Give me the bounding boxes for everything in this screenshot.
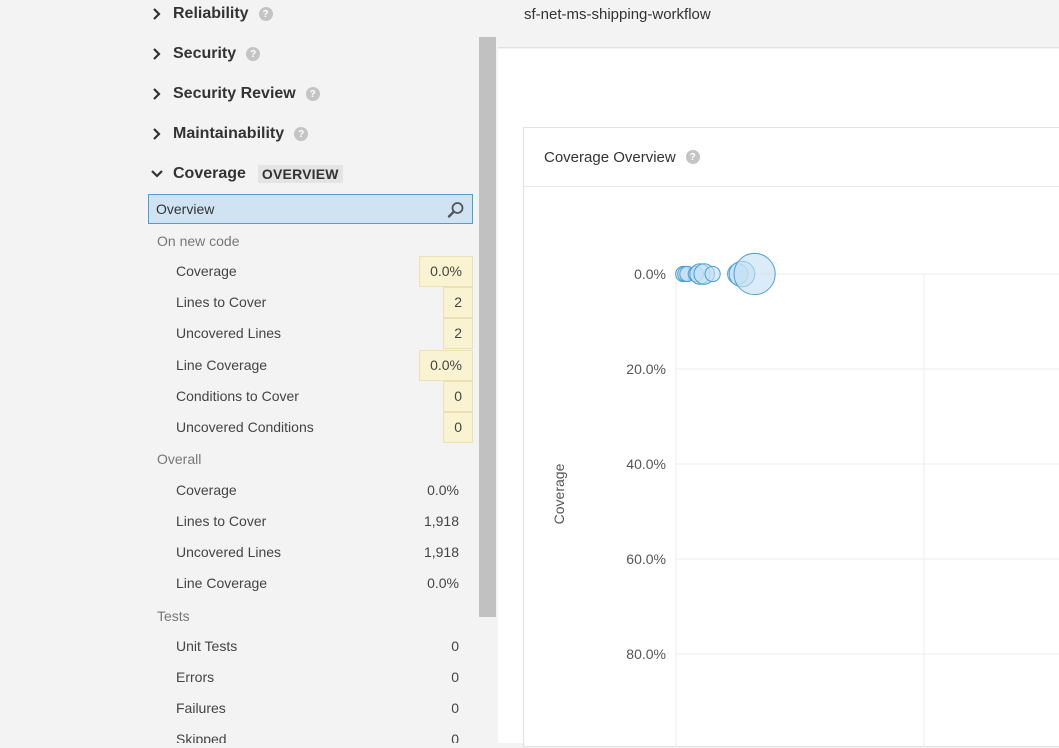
domain-maintainability[interactable]: Maintainability ?	[150, 124, 309, 144]
metric-row-unit-tests[interactable]: Unit Tests 0	[148, 631, 473, 662]
overview-item-selected[interactable]: Overview	[148, 194, 473, 224]
metric-row-new-line-coverage[interactable]: Line Coverage 0.0%	[148, 350, 473, 381]
measures-sidebar: Reliability ? Security ? Security Review…	[0, 0, 498, 743]
metric-value: 0	[451, 700, 459, 716]
bubble-chart: 0.0% 20.0% 40.0% 60.0% 80.0% Coverage	[551, 252, 1059, 748]
y-tick-label: 80.0%	[626, 646, 666, 662]
y-axis-label: Coverage	[551, 463, 567, 524]
main-content: Coverage Overview ? 0.0% 20.0% 40.0% 60.0% 8…	[498, 49, 1059, 748]
sidebar-scrollbar-thumb[interactable]	[479, 37, 496, 617]
help-circle-icon[interactable]: ?	[258, 7, 273, 21]
chevron-right-icon	[153, 48, 161, 60]
metric-row-new-uncovered-conditions[interactable]: Uncovered Conditions 0	[148, 412, 473, 443]
metric-value: 1,918	[423, 544, 459, 560]
metric-label: Lines to Cover	[176, 294, 267, 310]
metric-label: Uncovered Lines	[176, 325, 282, 341]
chevron-right-icon	[153, 8, 161, 20]
metric-label: Uncovered Conditions	[176, 419, 314, 435]
metric-row-new-uncovered-lines[interactable]: Uncovered Lines 2	[148, 318, 473, 349]
metric-value: 0	[443, 412, 473, 443]
overview-badge: OVERVIEW	[257, 165, 343, 183]
help-circle-icon[interactable]: ?	[294, 127, 309, 141]
help-circle-icon[interactable]: ?	[305, 87, 320, 101]
metric-value: 2	[443, 318, 473, 349]
help-circle-icon[interactable]: ?	[685, 150, 700, 164]
y-tick-label: 40.0%	[626, 456, 666, 472]
bubble-point[interactable]	[733, 252, 776, 296]
domain-reliability[interactable]: Reliability ?	[150, 4, 273, 24]
metric-value: 0	[443, 381, 473, 412]
group-label-overall: Overall	[157, 451, 202, 467]
metric-row-errors[interactable]: Errors 0	[148, 662, 473, 693]
metric-row-new-coverage[interactable]: Coverage 0.0%	[148, 256, 473, 287]
metric-row-skipped[interactable]: Skipped 0	[148, 724, 473, 743]
coverage-overview-panel: Coverage Overview ? 0.0% 20.0% 40.0% 60.0% 8…	[523, 127, 1059, 748]
metric-label: Failures	[176, 700, 226, 716]
metric-row-line-coverage[interactable]: Line Coverage 0.0%	[148, 568, 473, 599]
bubble-point[interactable]	[704, 265, 721, 283]
metric-value: 2	[443, 287, 473, 318]
y-tick-label: 60.0%	[626, 551, 666, 567]
metric-value: 1,918	[423, 513, 459, 529]
metric-value: 0.0%	[427, 482, 459, 498]
y-tick-label: 0.0%	[634, 266, 666, 282]
metric-row-coverage[interactable]: Coverage 0.0%	[148, 475, 473, 506]
metric-label: Skipped	[176, 731, 227, 743]
domain-security[interactable]: Security ?	[150, 44, 261, 64]
chevron-down-icon	[151, 170, 163, 178]
metric-label: Line Coverage	[176, 357, 268, 373]
domain-label: Security	[173, 45, 237, 62]
project-name[interactable]: sf-net-ms-shipping-workflow	[524, 6, 711, 23]
domain-label: Maintainability	[173, 125, 285, 142]
metric-value: 0	[451, 638, 459, 654]
metric-row-lines-to-cover[interactable]: Lines to Cover 1,918	[148, 506, 473, 537]
metric-label: Unit Tests	[176, 638, 238, 654]
metric-value: 0	[451, 669, 459, 685]
metric-label: Coverage	[176, 482, 237, 498]
search-icon	[447, 202, 464, 218]
metric-label: Coverage	[176, 263, 237, 279]
overview-label: Overview	[156, 201, 215, 217]
chevron-right-icon	[153, 128, 161, 140]
domain-label: Coverage	[173, 165, 246, 182]
metric-label: Line Coverage	[176, 575, 268, 591]
metric-value: 0.0%	[419, 256, 473, 287]
panel-title: Coverage Overview	[544, 148, 676, 166]
panel-header: Coverage Overview ?	[524, 128, 1059, 187]
y-tick-label: 20.0%	[626, 361, 666, 377]
metric-row-new-conditions-to-cover[interactable]: Conditions to Cover 0	[148, 381, 473, 412]
domain-coverage[interactable]: Coverage OVERVIEW	[150, 164, 343, 184]
group-label-tests: Tests	[157, 608, 190, 624]
domain-label: Reliability	[173, 5, 249, 22]
domain-label: Security Review	[173, 85, 296, 102]
metric-value: 0	[451, 731, 459, 743]
domain-security-review[interactable]: Security Review ?	[150, 84, 320, 104]
metric-value: 0.0%	[419, 350, 473, 381]
group-label-new-code: On new code	[157, 233, 240, 249]
metric-label: Lines to Cover	[176, 513, 267, 529]
help-circle-icon[interactable]: ?	[246, 47, 261, 61]
metric-row-uncovered-lines[interactable]: Uncovered Lines 1,918	[148, 537, 473, 568]
metric-label: Errors	[176, 669, 215, 685]
metric-value: 0.0%	[427, 575, 459, 591]
chevron-right-icon	[153, 88, 161, 100]
metric-row-new-lines-to-cover[interactable]: Lines to Cover 2	[148, 287, 473, 318]
project-header: sf-net-ms-shipping-workflow	[498, 0, 1059, 48]
metric-row-failures[interactable]: Failures 0	[148, 693, 473, 724]
metric-label: Conditions to Cover	[176, 388, 299, 404]
metric-label: Uncovered Lines	[176, 544, 282, 560]
